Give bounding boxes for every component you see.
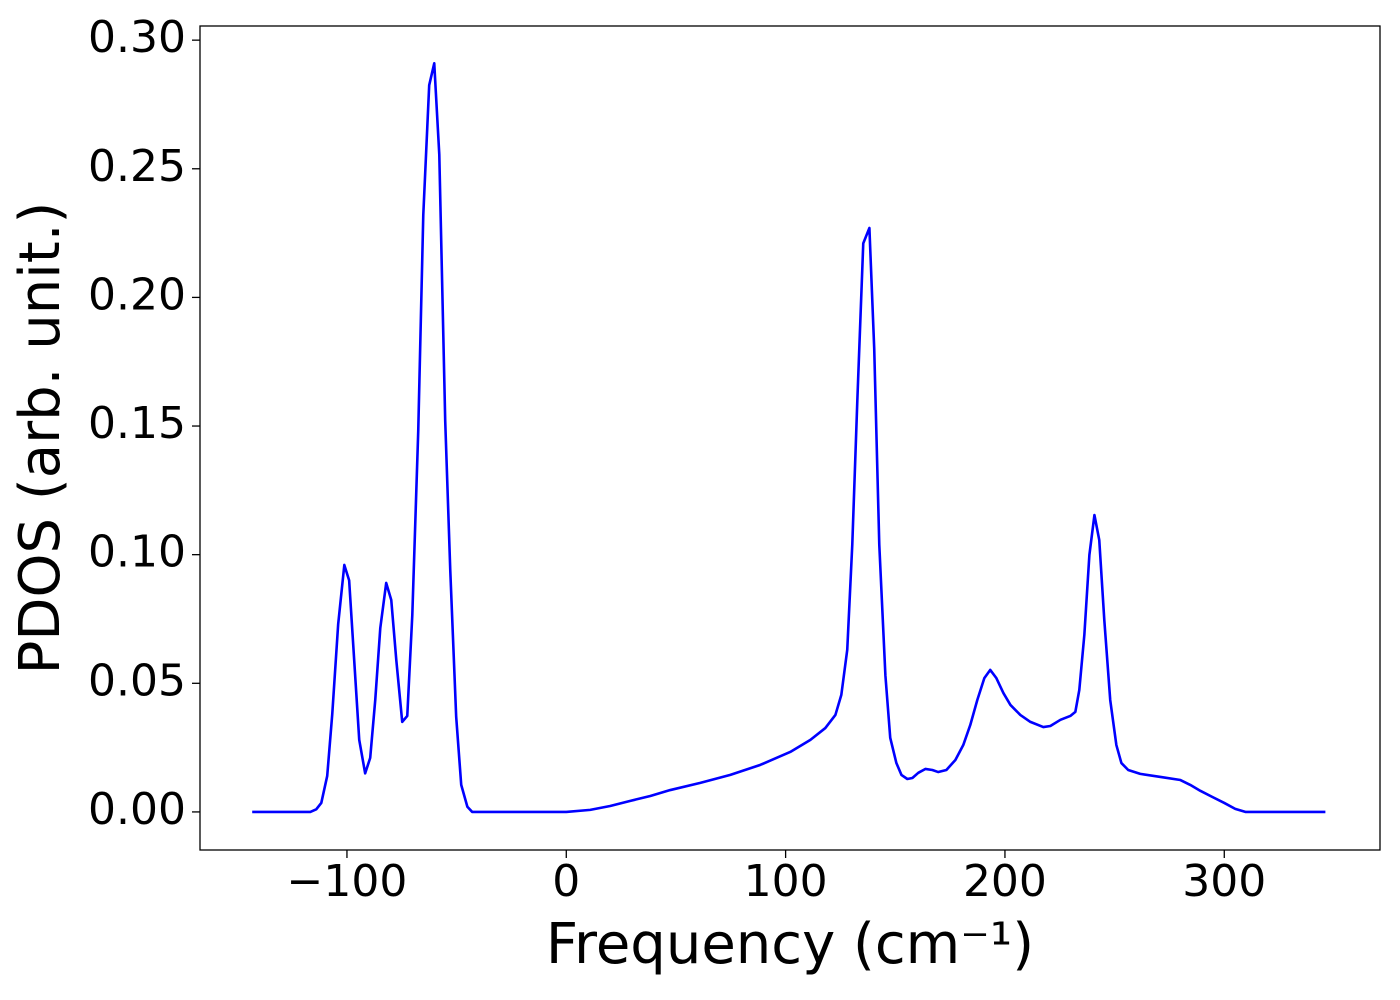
plot-frame xyxy=(199,25,1381,851)
x-tick-label: 200 xyxy=(963,856,1047,907)
x-tick-label: 100 xyxy=(744,856,828,907)
y-tick-label: 0.05 xyxy=(88,655,186,706)
y-axis-label: PDOS (arb. unit.) xyxy=(8,202,73,675)
data-line xyxy=(252,62,1326,814)
y-tick-label: 0.30 xyxy=(88,12,186,63)
x-tick-label: 300 xyxy=(1182,856,1266,907)
y-tick-label: 0.25 xyxy=(88,141,186,192)
y-tick-label: 0.20 xyxy=(88,269,186,320)
y-tick-label: 0.10 xyxy=(88,527,186,578)
y-tick-label: 0.00 xyxy=(88,784,186,835)
x-tick-label: 0 xyxy=(552,856,580,907)
x-axis-label: Frequency (cm⁻¹) xyxy=(546,912,1034,977)
x-tick-label: −100 xyxy=(287,856,408,907)
y-tick-label: 0.15 xyxy=(88,398,186,449)
